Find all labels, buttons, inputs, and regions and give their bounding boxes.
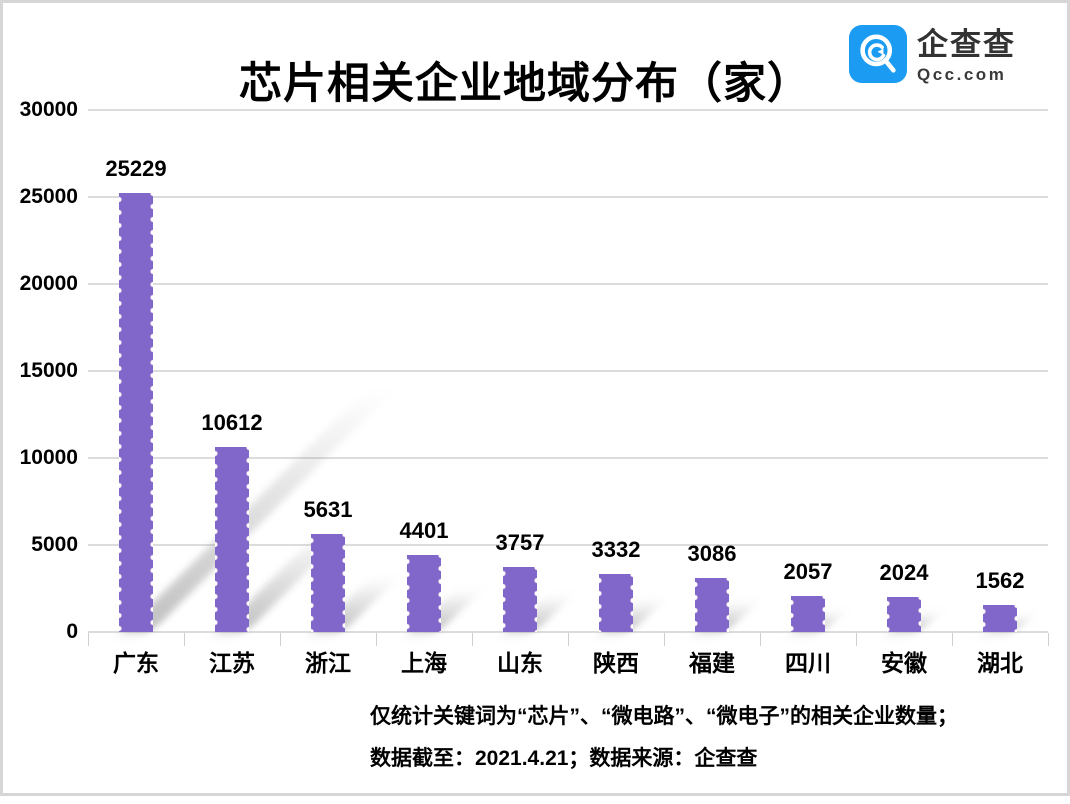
gridline-5000 [88,544,1048,546]
bar-value-label-浙江: 5631 [303,497,353,523]
gridline-15000 [88,370,1048,372]
x-axis-tick [1048,633,1049,646]
x-axis-tick [280,633,281,646]
x-axis-label-山东: 山东 [497,650,543,676]
plot-area: 25229 广东 10612 江苏 5631 浙江 4401 上海 3757 山东 3332 陕西 30… [88,109,1049,676]
x-axis-label-安徽: 安徽 [881,650,927,676]
footnote-line2: 数据截至：2021.4.21；数据来源：企查查 [370,747,758,770]
x-axis-tick [664,633,665,646]
bar-湖北 [983,604,1017,632]
bar-福建 [695,578,729,632]
x-axis-label-湖北: 湖北 [977,650,1023,676]
bar-value-label-江苏: 10612 [201,410,263,436]
y-axis: 0 5000 10000 15000 20000 25000 30000 [0,98,78,643]
x-axis-label-浙江: 浙江 [305,650,351,676]
qcc-logo-icon [849,25,907,83]
gridline-0 [88,631,1048,633]
x-axis-tick [184,633,185,646]
bar-浙江 [311,534,345,632]
logo-name: 企查查 [917,27,1016,62]
x-axis-tick [856,633,857,646]
bar-value-label-陕西: 3332 [591,537,641,563]
logo-domain: Qcc.com [917,64,1007,84]
x-axis-tick [760,633,761,646]
x-axis-label-福建: 福建 [689,650,735,676]
footnote-line1: 仅统计关键词为“芯片”、“微电路”、“微电子”的相关企业数量； [370,705,958,728]
bar-安徽 [887,596,921,632]
gridline-25000 [88,196,1048,198]
footnote: 仅统计关键词为“芯片”、“微电路”、“微电子”的相关企业数量； 数据截至：202… [370,696,958,780]
qcc-logo-text: 企查查 Qcc.com [917,25,1016,85]
y-axis-label-25000: 25000 [19,185,78,208]
x-axis-label-江苏: 江苏 [209,650,255,676]
qcc-logo: 企查查 Qcc.com [849,25,1016,85]
bar-value-label-湖北: 1562 [975,567,1025,593]
x-axis-label-四川: 四川 [785,650,831,676]
bar-value-label-安徽: 2024 [879,559,929,585]
x-axis-tick [472,633,473,646]
bar-广东 [119,193,153,632]
bar-山东 [503,566,537,632]
bar-value-label-山东: 3757 [495,529,545,555]
x-axis-label-陕西: 陕西 [593,650,639,676]
y-axis-label-30000: 30000 [19,98,78,121]
bar-value-label-上海: 4401 [399,518,449,544]
y-axis-label-10000: 10000 [19,446,78,469]
y-axis-label-20000: 20000 [19,272,78,295]
bar-value-label-四川: 2057 [783,559,833,585]
chart-title: 芯片相关企业地域分布（家） [239,59,811,108]
bar-四川 [791,596,825,632]
gridline-10000 [88,457,1048,459]
y-axis-label-0: 0 [66,620,78,643]
gridline-20000 [88,283,1048,285]
y-axis-label-5000: 5000 [31,533,78,556]
x-axis-label-广东: 广东 [113,650,159,676]
bar-value-label-福建: 3086 [687,541,737,567]
bar-上海 [407,555,441,632]
x-axis-tick [376,633,377,646]
bar-陕西 [599,574,633,632]
bar-value-label-广东: 25229 [105,156,167,181]
x-axis-label-上海: 上海 [401,650,447,676]
bar-江苏 [215,447,249,632]
x-axis-tick [568,633,569,646]
x-axis-tick [952,633,953,646]
gridline-30000 [88,109,1048,111]
x-axis-tick [88,633,89,646]
y-axis-label-15000: 15000 [19,359,78,382]
